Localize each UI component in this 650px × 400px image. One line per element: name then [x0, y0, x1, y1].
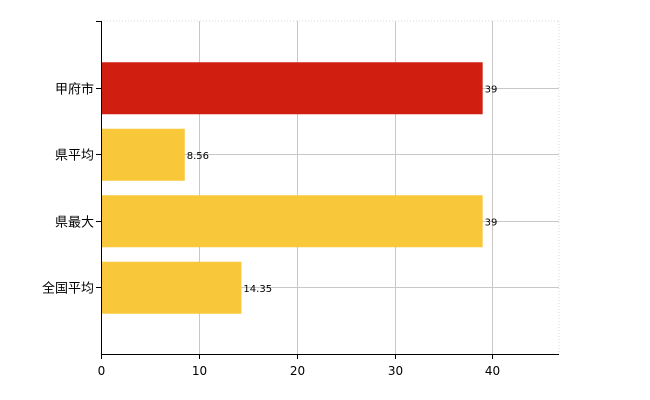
- category-label: 全国平均: [42, 281, 94, 297]
- bar: [101, 128, 185, 181]
- category-label: 県平均: [55, 149, 94, 164]
- category-label: 甲府市: [55, 82, 94, 98]
- bar-layer: [101, 62, 483, 314]
- data-label: 39: [485, 217, 498, 228]
- data-label: 8.56: [187, 151, 209, 162]
- x-tick-label: 10: [192, 364, 207, 378]
- axis-layer: [96, 21, 559, 359]
- x-tick-label: 20: [290, 364, 305, 378]
- category-label: 県最大: [55, 216, 94, 231]
- bar: [101, 195, 483, 248]
- data-label: 14.35: [243, 284, 272, 295]
- x-tick-label: 30: [388, 364, 403, 378]
- data-label: 39: [485, 84, 498, 95]
- x-tick-label: 0: [98, 364, 106, 378]
- bar: [101, 62, 483, 115]
- x-tick-label: 40: [485, 364, 500, 378]
- bar: [101, 261, 242, 314]
